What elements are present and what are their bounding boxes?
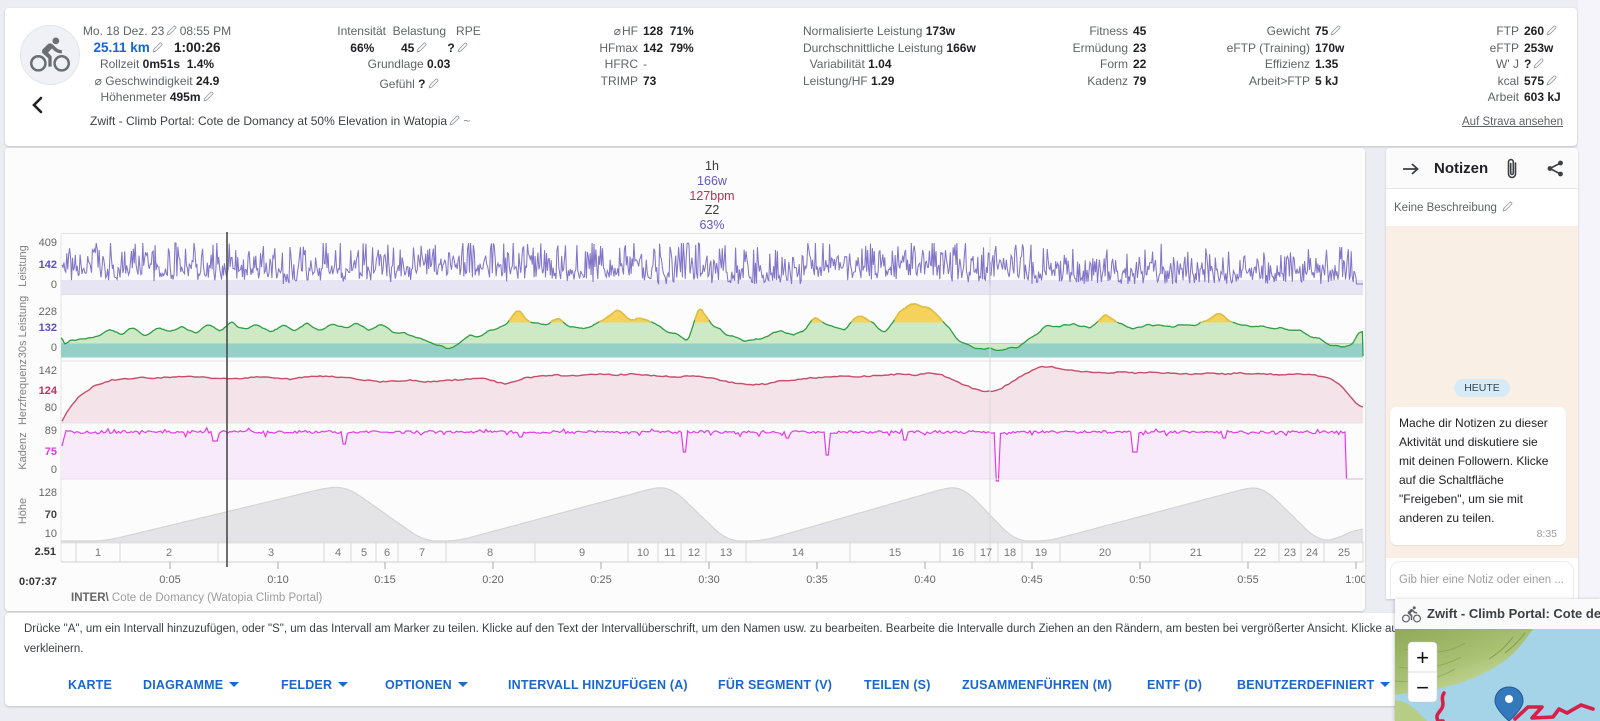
- svg-text:2.51: 2.51: [35, 546, 56, 558]
- svg-text:Kadenz: Kadenz: [17, 432, 29, 469]
- svg-text:0:07:37: 0:07:37: [19, 576, 57, 588]
- svg-text:0:45: 0:45: [1021, 574, 1042, 586]
- svg-text:Z2: Z2: [705, 203, 720, 217]
- svg-text:0:40: 0:40: [914, 574, 935, 586]
- svg-text:0:10: 0:10: [267, 574, 288, 586]
- svg-text:21: 21: [1190, 547, 1202, 559]
- svg-text:0:20: 0:20: [482, 574, 503, 586]
- svg-text:3: 3: [268, 547, 274, 559]
- svg-text:30s Leistung: 30s Leistung: [17, 296, 29, 358]
- svg-text:132: 132: [39, 322, 57, 334]
- svg-text:Leistung: Leistung: [17, 245, 29, 287]
- svg-text:124: 124: [39, 385, 58, 397]
- svg-text:14: 14: [792, 547, 804, 559]
- svg-text:19: 19: [1035, 547, 1047, 559]
- svg-text:Herzfrequenz: Herzfrequenz: [17, 359, 29, 425]
- svg-text:20: 20: [1099, 547, 1111, 559]
- svg-text:+: +: [1416, 645, 1429, 670]
- svg-text:228: 228: [39, 306, 57, 318]
- svg-text:22: 22: [1254, 547, 1266, 559]
- svg-text:409: 409: [39, 237, 57, 249]
- svg-text:142: 142: [39, 259, 57, 271]
- svg-text:4: 4: [335, 547, 341, 559]
- svg-text:8: 8: [487, 547, 493, 559]
- svg-text:11: 11: [664, 547, 675, 559]
- svg-text:0: 0: [51, 279, 57, 291]
- svg-text:Höhe: Höhe: [17, 498, 29, 524]
- svg-text:17: 17: [980, 547, 992, 559]
- svg-text:1:00: 1:00: [1345, 574, 1365, 586]
- svg-text:0:30: 0:30: [698, 574, 719, 586]
- svg-text:−: −: [1416, 675, 1429, 700]
- svg-text:89: 89: [45, 425, 57, 437]
- svg-text:1: 1: [95, 547, 101, 559]
- svg-text:0:15: 0:15: [374, 574, 395, 586]
- svg-text:10: 10: [637, 547, 649, 559]
- svg-text:6: 6: [384, 547, 390, 559]
- svg-text:0:35: 0:35: [806, 574, 827, 586]
- svg-text:16: 16: [952, 547, 964, 559]
- svg-text:18: 18: [1004, 547, 1016, 559]
- svg-text:127bpm: 127bpm: [689, 189, 734, 203]
- svg-text:142: 142: [39, 365, 57, 377]
- svg-text:INTER\ Cote de Domancy (Watopi: INTER\ Cote de Domancy (Watopia Climb Po…: [71, 592, 323, 604]
- svg-text:0:55: 0:55: [1237, 574, 1258, 586]
- svg-text:2: 2: [166, 547, 172, 559]
- svg-text:23: 23: [1284, 547, 1296, 559]
- svg-text:0:25: 0:25: [590, 574, 611, 586]
- svg-text:166w: 166w: [697, 174, 728, 188]
- svg-text:7: 7: [419, 547, 425, 559]
- svg-text:0:50: 0:50: [1129, 574, 1150, 586]
- svg-text:75: 75: [45, 446, 57, 458]
- svg-text:24: 24: [1306, 547, 1318, 559]
- svg-text:13: 13: [720, 547, 732, 559]
- svg-text:80: 80: [45, 402, 57, 414]
- svg-text:9: 9: [579, 547, 585, 559]
- svg-text:1h: 1h: [705, 159, 719, 173]
- svg-text:10: 10: [45, 528, 57, 540]
- svg-text:0: 0: [51, 342, 57, 354]
- svg-text:12: 12: [688, 547, 700, 559]
- svg-text:63%: 63%: [699, 218, 724, 232]
- svg-text:70: 70: [45, 509, 57, 521]
- svg-text:128: 128: [39, 487, 57, 499]
- svg-text:25: 25: [1338, 547, 1350, 559]
- svg-text:5: 5: [361, 547, 367, 559]
- svg-text:0:05: 0:05: [159, 574, 180, 586]
- svg-text:15: 15: [889, 547, 901, 559]
- svg-text:0: 0: [51, 464, 57, 476]
